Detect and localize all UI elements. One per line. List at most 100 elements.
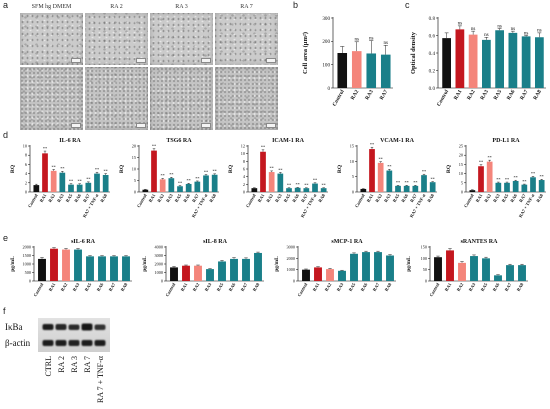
bar-ra2 — [194, 265, 202, 281]
x-tick-label: Control — [136, 192, 148, 208]
bar-ra1 — [260, 151, 266, 192]
bar-ra7 — [521, 184, 528, 192]
bar-ra2 — [351, 51, 362, 88]
significance-label: ** — [304, 183, 308, 188]
significance-label: ns — [369, 35, 374, 41]
x-tick-label: RA6 — [228, 281, 237, 292]
x-tick-label: RA2 — [265, 192, 274, 203]
significance-label: ** — [213, 169, 217, 174]
y-tick-label: 8 — [243, 159, 245, 164]
x-tick-label: RA8 — [535, 192, 544, 203]
bar-ra1 — [182, 265, 190, 281]
y-axis-label: Cell area (μm²) — [302, 32, 309, 74]
y-tick-label: 10 — [459, 171, 463, 176]
significance-label: ** — [370, 142, 374, 147]
x-tick-label: RA1 — [39, 192, 48, 203]
x-tick-label: RA2 — [156, 192, 165, 203]
micrograph-high-mag — [20, 67, 83, 130]
bar-control — [469, 190, 476, 192]
bar-ra1 — [42, 153, 48, 192]
significance-label: ** — [313, 178, 317, 183]
blot-band — [55, 324, 67, 330]
x-tick-label: RA1 — [453, 89, 464, 101]
bar-ra6 — [508, 32, 518, 88]
significance-label: ** — [104, 168, 108, 173]
bar-ra5 — [495, 30, 504, 88]
panel-letter-f: f — [3, 306, 6, 316]
x-tick-label: RA7 — [504, 281, 513, 292]
significance-label: ** — [43, 146, 47, 151]
x-tick-label: RA5 — [501, 192, 510, 203]
micrograph-low-mag — [85, 13, 148, 65]
cell-area-chart: Cell area (μm²) 0 100 200 300 Control ns RA2 ns R… — [302, 16, 393, 108]
bar-ra5 — [218, 261, 226, 281]
x-tick-label: Control — [332, 89, 346, 108]
bar-ra5 — [286, 188, 292, 192]
chart-title: ICAM-1 RA — [272, 138, 304, 144]
x-tick-label: RA7 — [409, 192, 418, 203]
micrograph-low-mag — [215, 13, 278, 65]
bar-ra6 — [403, 185, 410, 192]
y-tick-label: 3000 — [155, 253, 164, 258]
significance-label: ** — [413, 180, 417, 185]
x-tick-label: RA3 — [165, 192, 174, 203]
bar-ra5 — [395, 185, 401, 192]
bar-ra8 — [320, 188, 327, 192]
bar-ra8 — [535, 37, 544, 88]
y-tick-label: 4 — [25, 171, 28, 176]
x-tick-label: Control — [165, 281, 177, 297]
y-tick-label: 0 — [134, 190, 136, 195]
y-axis-label: RQ — [337, 164, 343, 173]
x-tick-label: RA7 — [372, 281, 381, 292]
x-tick-label: RA7 — [240, 281, 249, 292]
bar-ra1 — [446, 250, 454, 281]
bar-ra6 — [76, 184, 83, 192]
significance-label: ** — [496, 177, 500, 182]
significance-label: ** — [405, 180, 409, 185]
bar-ra2 — [377, 162, 384, 192]
bar-ra7-tnf — [421, 175, 427, 192]
scale-bar — [266, 123, 276, 128]
x-tick-label: RA2 — [324, 281, 333, 292]
x-tick-label: RA5 — [65, 192, 74, 203]
x-tick-label: RA1 — [444, 281, 453, 292]
y-tick-label: 0 — [293, 279, 295, 284]
significance-label: ** — [287, 183, 291, 188]
significance-label: ** — [479, 160, 483, 165]
chart-title: sIL-6 RA — [71, 239, 96, 245]
bar-ra7 — [374, 252, 382, 281]
y-tick-label: 4 — [243, 174, 246, 179]
y-axis-label: RQ — [446, 164, 452, 173]
x-tick-label: RA2 — [456, 281, 465, 292]
x-tick-label: Control — [436, 89, 450, 108]
significance-label: ** — [60, 166, 64, 171]
y-tick-label: 2 — [25, 180, 27, 185]
bar-ra5 — [177, 186, 183, 192]
x-tick-label: RA6 — [96, 281, 105, 292]
blot-bands-beta-actin — [42, 340, 106, 346]
significance-label: ns — [511, 26, 516, 32]
blot-row-label-ikba: IκBa — [5, 322, 23, 332]
x-tick-label: RA1 — [48, 281, 57, 292]
bar-control — [251, 188, 258, 192]
x-tick-label: RA2 — [483, 192, 492, 203]
x-tick-label: RA1 — [180, 281, 189, 292]
x-tick-label: RA6 — [182, 192, 191, 203]
bar-ra1 — [478, 166, 484, 192]
chart-title: VCAM-1 RA — [380, 138, 414, 144]
chart-title: IL-6 RA — [59, 138, 81, 144]
significance-label: ** — [69, 179, 73, 184]
y-tick-label: 0 — [461, 190, 463, 195]
bar-ra2 — [268, 172, 275, 192]
x-tick-label: RA1 — [366, 192, 375, 203]
bar-ra7 — [110, 256, 118, 281]
bar-control — [170, 267, 178, 281]
x-tick-label: RA2 — [47, 192, 56, 203]
x-tick-label: RA5 — [348, 281, 357, 292]
y-tick-label: 200 — [322, 39, 330, 45]
blot-band — [68, 340, 80, 346]
blot-membrane — [38, 318, 110, 352]
pdl1-chart: PD-L1 RA RQ 0 5 10 15 20 25 Control ** RA1 ** RA2 ** R… — [446, 138, 546, 218]
significance-label: ** — [86, 177, 90, 182]
